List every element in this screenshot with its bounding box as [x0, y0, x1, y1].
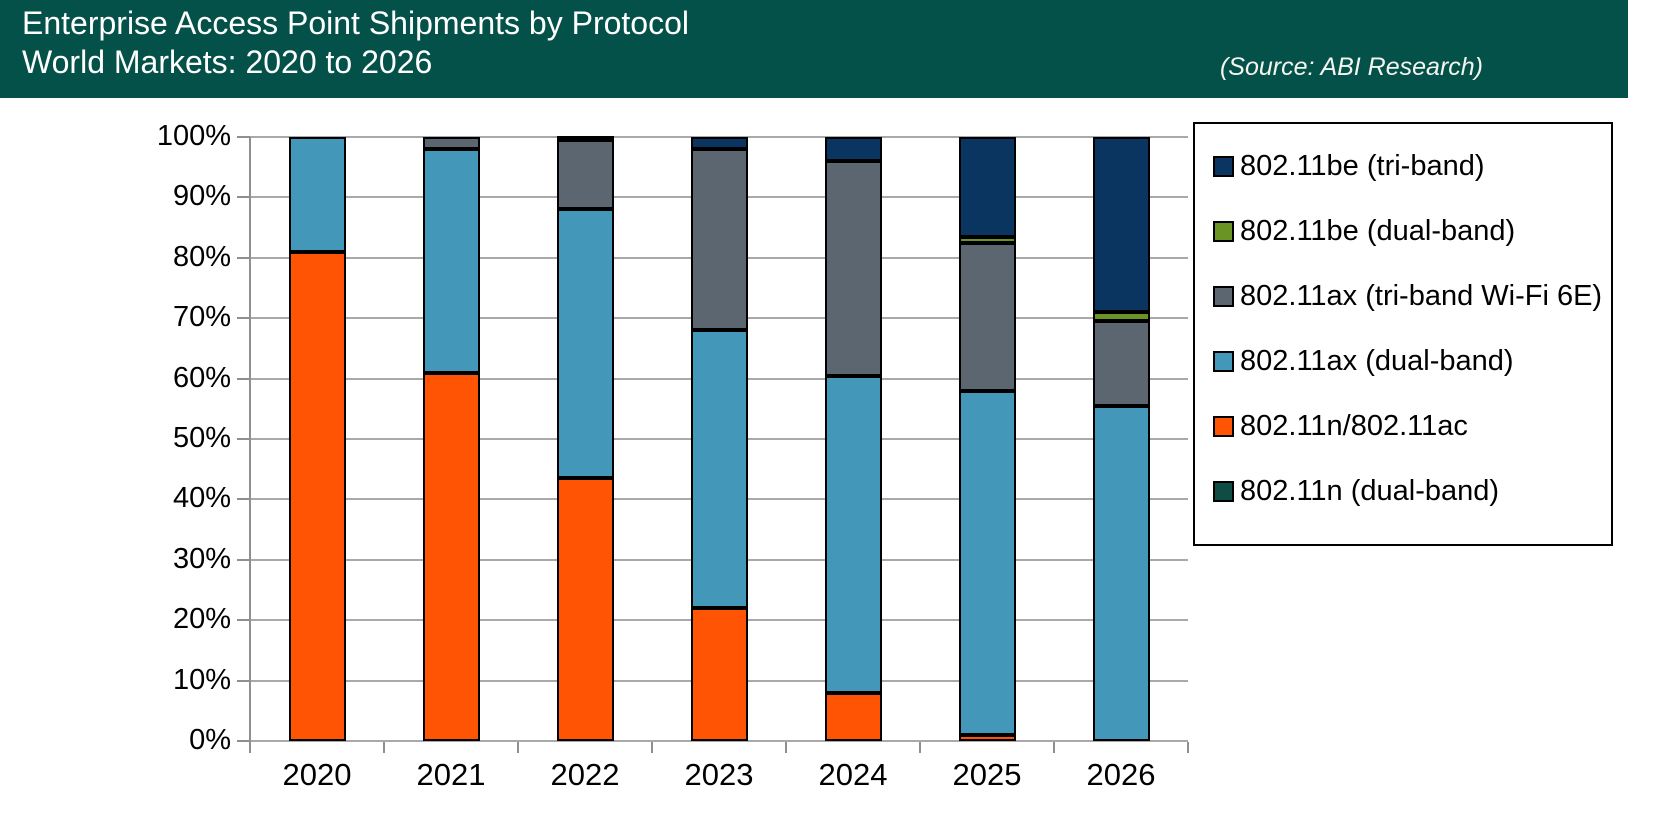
legend-item: 802.11n (dual-band): [1213, 459, 1611, 524]
bar-2026: [1093, 137, 1150, 741]
bar-segment-2024-802.11ax (tri-band Wi-Fi 6E): [825, 161, 882, 376]
x-axis-label-2022: 2022: [550, 757, 620, 792]
bar-segment-2023-802.11ax (dual-band): [691, 330, 748, 608]
bar-segment-2026-802.11be (tri-band): [1093, 137, 1150, 312]
bar-segment-2023-802.11be (tri-band): [691, 137, 748, 149]
y-axis-label-10%: 10%: [172, 664, 231, 696]
bar-segment-2024-802.11n/802.11ac: [825, 693, 882, 741]
legend-item: 802.11be (dual-band): [1213, 199, 1611, 264]
x-axis-tick: [785, 742, 787, 753]
legend-label: 802.11be (dual-band): [1240, 215, 1516, 247]
bar-segment-2025-802.11ax (dual-band): [959, 391, 1016, 735]
y-axis-tick-100%: [237, 136, 250, 138]
bar-segment-2023-802.11ax (tri-band Wi-Fi 6E): [691, 149, 748, 330]
x-axis-label-2020: 2020: [282, 757, 352, 792]
x-axis-tick: [383, 742, 385, 753]
bar-segment-2024-802.11ax (dual-band): [825, 376, 882, 693]
legend-label: 802.11n/802.11ac: [1240, 410, 1468, 442]
bar-segment-2020-802.11ax (dual-band): [289, 137, 346, 252]
legend-label: 802.11be (tri-band): [1240, 150, 1485, 182]
chart-header: Enterprise Access Point Shipments by Pro…: [0, 0, 1628, 98]
x-axis-tick: [249, 742, 251, 753]
x-axis-tick: [517, 742, 519, 753]
chart-title-line1: Enterprise Access Point Shipments by Pro…: [22, 5, 689, 41]
legend-swatch-icon: [1213, 416, 1234, 437]
bar-segment-2025-802.11ax (tri-band Wi-Fi 6E): [959, 243, 1016, 391]
y-axis-tick-90%: [237, 196, 250, 198]
legend-item: 802.11ax (dual-band): [1213, 329, 1611, 394]
bar-segment-2020-802.11n/802.11ac: [289, 252, 346, 741]
x-axis-label-2024: 2024: [818, 757, 888, 792]
legend-label: 802.11n (dual-band): [1240, 475, 1500, 507]
y-axis-label-80%: 80%: [172, 241, 231, 273]
legend-swatch-icon: [1213, 286, 1234, 307]
gridline-0%: [250, 740, 1188, 742]
y-axis-tick-0%: [237, 740, 250, 742]
bar-segment-2021-802.11ax (tri-band Wi-Fi 6E): [423, 137, 480, 149]
legend-swatch-icon: [1213, 156, 1234, 177]
x-axis-label-2025: 2025: [952, 757, 1022, 792]
bar-segment-2022-802.11n/802.11ac: [557, 478, 614, 741]
legend-item: 802.11n/802.11ac: [1213, 394, 1611, 459]
chart-title-line2: World Markets: 2020 to 2026: [22, 44, 433, 80]
bar-segment-2026-802.11be (dual-band): [1093, 312, 1150, 321]
bar-segment-2021-802.11ax (dual-band): [423, 149, 480, 373]
x-axis-tick: [651, 742, 653, 753]
x-axis-label-2021: 2021: [416, 757, 486, 792]
bar-segment-2021-802.11n/802.11ac: [423, 373, 480, 741]
bar-segment-2026-802.11ax (tri-band Wi-Fi 6E): [1093, 321, 1150, 406]
chart-source-note: (Source: ABI Research): [1219, 53, 1483, 81]
x-axis-tick: [1053, 742, 1055, 753]
bar-2023: [691, 137, 748, 741]
bar-2020: [289, 137, 346, 741]
bar-segment-2026-802.11ax (dual-band): [1093, 406, 1150, 741]
y-axis-label-40%: 40%: [172, 482, 231, 514]
bar-2025: [959, 137, 1016, 741]
legend-item: 802.11ax (tri-band Wi-Fi 6E): [1213, 264, 1611, 329]
x-axis-tick: [919, 742, 921, 753]
y-axis-tick-70%: [237, 317, 250, 319]
y-axis-label-30%: 30%: [172, 543, 231, 575]
chart-title: Enterprise Access Point Shipments by Pro…: [22, 4, 689, 82]
legend-label: 802.11ax (dual-band): [1240, 345, 1514, 377]
legend-label: 802.11ax (tri-band Wi-Fi 6E): [1240, 280, 1603, 312]
bar-2021: [423, 137, 480, 741]
x-axis-tick: [1187, 742, 1189, 753]
y-axis-label-0%: 0%: [189, 724, 231, 756]
chart-legend: 802.11be (tri-band) 802.11be (dual-band) 8…: [1193, 122, 1613, 546]
bar-segment-2024-802.11be (tri-band): [825, 137, 882, 161]
bar-segment-2022-802.11ax (tri-band Wi-Fi 6E): [557, 140, 614, 209]
bar-segment-2022-802.11ax (dual-band): [557, 209, 614, 478]
y-axis-label-100%: 100%: [156, 120, 231, 152]
y-axis-label-20%: 20%: [172, 603, 231, 635]
bar-2024: [825, 137, 882, 741]
y-axis-label-70%: 70%: [172, 301, 231, 333]
y-axis-label-90%: 90%: [172, 180, 231, 212]
y-axis-line: [249, 137, 251, 752]
bar-segment-2023-802.11n/802.11ac: [691, 608, 748, 741]
bar-2022: [557, 136, 614, 741]
y-axis-label-60%: 60%: [172, 362, 231, 394]
legend-swatch-icon: [1213, 351, 1234, 372]
y-axis-label-50%: 50%: [172, 422, 231, 454]
x-axis-label-2023: 2023: [684, 757, 754, 792]
legend-swatch-icon: [1213, 221, 1234, 242]
y-axis-tick-50%: [237, 438, 250, 440]
bar-segment-2022-802.11be (tri-band): [557, 136, 614, 140]
y-axis-tick-10%: [237, 680, 250, 682]
y-axis-tick-30%: [237, 559, 250, 561]
stacked-bar-chart: 0% 10% 20% 30% 40% 50% 60% 70% 80% 90% 100% 2020 20…: [0, 98, 1668, 826]
y-axis-tick-20%: [237, 619, 250, 621]
legend-swatch-icon: [1213, 481, 1234, 502]
y-axis-tick-40%: [237, 498, 250, 500]
legend-item: 802.11be (tri-band): [1213, 134, 1611, 199]
x-axis-label-2026: 2026: [1086, 757, 1156, 792]
bar-segment-2025-802.11n/802.11ac: [959, 735, 1016, 741]
y-axis-tick-60%: [237, 378, 250, 380]
bar-segment-2025-802.11be (dual-band): [959, 237, 1016, 243]
y-axis-tick-80%: [237, 257, 250, 259]
bar-segment-2025-802.11be (tri-band): [959, 137, 1016, 237]
